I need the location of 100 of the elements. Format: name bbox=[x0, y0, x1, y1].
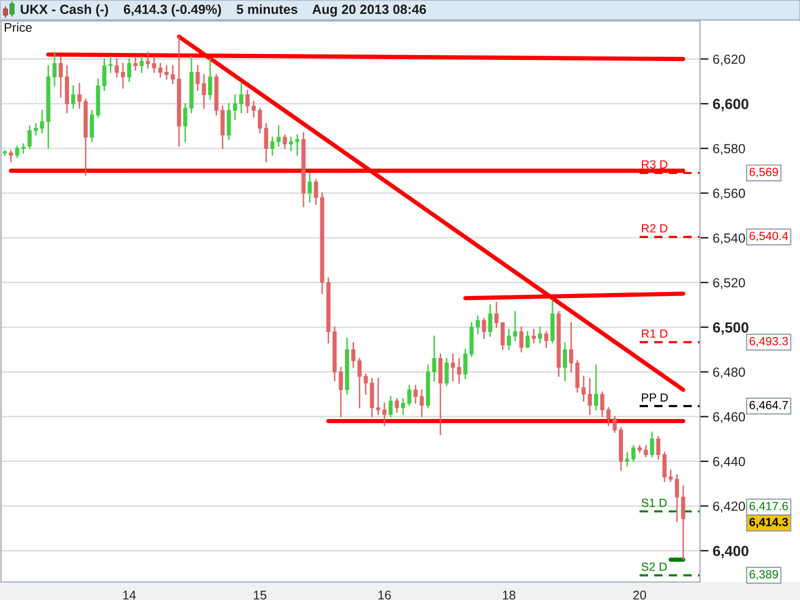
candlestick bbox=[594, 364, 598, 411]
candlestick bbox=[28, 125, 32, 150]
candlestick bbox=[102, 58, 106, 91]
ref-line-label: R3 D bbox=[642, 160, 668, 169]
text: 6,540.4 bbox=[750, 232, 788, 242]
candlestick bbox=[662, 452, 667, 482]
text: 6,417.6 bbox=[750, 502, 788, 512]
candlestick bbox=[8, 150, 14, 163]
candlestick bbox=[382, 402, 386, 426]
candlestick bbox=[295, 134, 300, 156]
ref-line-label: R2 D bbox=[642, 224, 668, 232]
ref-line-label: S2 D bbox=[642, 562, 667, 571]
candlestick bbox=[127, 58, 132, 82]
candlestick bbox=[463, 348, 468, 380]
candlestick bbox=[232, 94, 238, 120]
candlestick bbox=[239, 82, 244, 114]
candlestick bbox=[183, 103, 188, 142]
candlestick bbox=[513, 310, 518, 342]
y-tick-label: 6,420 bbox=[713, 502, 745, 512]
candlestick bbox=[252, 100, 256, 118]
candlestick bbox=[388, 396, 393, 418]
candlestick bbox=[488, 304, 492, 337]
candlestick bbox=[77, 82, 82, 109]
y-tick-label: 6,600 bbox=[713, 98, 748, 112]
candlestick bbox=[270, 136, 274, 156]
candlestick bbox=[526, 330, 530, 348]
y-tick-label: 6,580 bbox=[713, 144, 745, 155]
candlestick bbox=[674, 474, 680, 522]
candlestick bbox=[588, 378, 592, 416]
candlestick bbox=[394, 398, 399, 413]
x-tick-label: 16 bbox=[378, 590, 391, 600]
candlestick bbox=[500, 322, 505, 350]
ref-line-label: R1 D bbox=[642, 330, 668, 338]
text: 6,464.7 bbox=[750, 400, 788, 411]
candlestick bbox=[457, 358, 462, 384]
candlestick bbox=[494, 302, 499, 328]
y-tick-label: 6,440 bbox=[713, 456, 745, 468]
candlestick bbox=[202, 74, 206, 109]
candlestick bbox=[196, 65, 200, 91]
candlestick bbox=[90, 110, 94, 142]
candlestick bbox=[351, 342, 356, 368]
candlestick bbox=[668, 470, 673, 482]
candlestick bbox=[288, 136, 294, 152]
y-tick-label: 6,500 bbox=[713, 322, 748, 335]
candlestick bbox=[562, 342, 567, 382]
candlestick bbox=[114, 58, 119, 78]
candlestick bbox=[519, 326, 524, 352]
candlestick bbox=[681, 485, 686, 560]
candlestick bbox=[631, 444, 636, 462]
candlestick bbox=[245, 90, 250, 114]
candlestick bbox=[569, 322, 574, 373]
candlestick bbox=[532, 328, 536, 344]
candlestick bbox=[264, 123, 268, 163]
y-tick-label: 6,620 bbox=[713, 54, 745, 66]
candlestick bbox=[208, 58, 212, 100]
candlestick bbox=[308, 172, 312, 203]
candlestick bbox=[164, 65, 169, 80]
candlestick bbox=[140, 56, 144, 74]
y-tick-label: 6,560 bbox=[713, 188, 745, 200]
text: 6,414.3 bbox=[749, 518, 788, 528]
candlestick bbox=[476, 315, 480, 335]
text: 6,389 bbox=[750, 570, 778, 580]
candlestick bbox=[146, 52, 150, 69]
candlestick bbox=[401, 398, 406, 416]
candlestick bbox=[15, 145, 20, 158]
candlestick bbox=[258, 107, 262, 134]
y-tick-label: 6,520 bbox=[713, 278, 745, 289]
candlestick bbox=[338, 366, 343, 418]
candlestick bbox=[376, 378, 380, 416]
candlestick bbox=[625, 452, 630, 466]
x-tick-label: 14 bbox=[123, 590, 136, 600]
candlestick bbox=[444, 358, 449, 386]
candlestick bbox=[644, 444, 648, 458]
candlestick bbox=[420, 389, 424, 418]
candlestick bbox=[482, 318, 486, 340]
candlestick bbox=[506, 328, 511, 350]
candlestick bbox=[606, 406, 611, 426]
candlestick bbox=[2, 150, 7, 156]
candlestick bbox=[276, 125, 281, 147]
candlestick bbox=[538, 326, 542, 344]
candlestick bbox=[152, 56, 156, 74]
candlestick bbox=[158, 62, 162, 78]
candlestick bbox=[108, 56, 113, 74]
y-axis-title: Price bbox=[4, 22, 32, 32]
candlestick bbox=[432, 335, 436, 382]
chart-title: UKX - Cash (-) 6,414.3 (-0.49%) 5 minutes Aug 20 2013 08:46 bbox=[20, 4, 426, 17]
text: 6,569 bbox=[750, 168, 778, 178]
candlestick bbox=[364, 373, 368, 395]
candlestick bbox=[34, 123, 38, 136]
candlestick bbox=[52, 52, 57, 87]
candlestick bbox=[170, 65, 175, 84]
x-tick-label: 20 bbox=[633, 590, 646, 600]
candlestick bbox=[600, 391, 604, 418]
y-tick-label: 6,460 bbox=[713, 412, 745, 424]
candlestick bbox=[413, 384, 418, 404]
candlestick bbox=[450, 353, 455, 382]
x-tick-label: 15 bbox=[254, 590, 266, 600]
candlestick bbox=[40, 110, 44, 134]
candlestick bbox=[650, 432, 654, 458]
x-tick-label: 18 bbox=[502, 590, 516, 600]
